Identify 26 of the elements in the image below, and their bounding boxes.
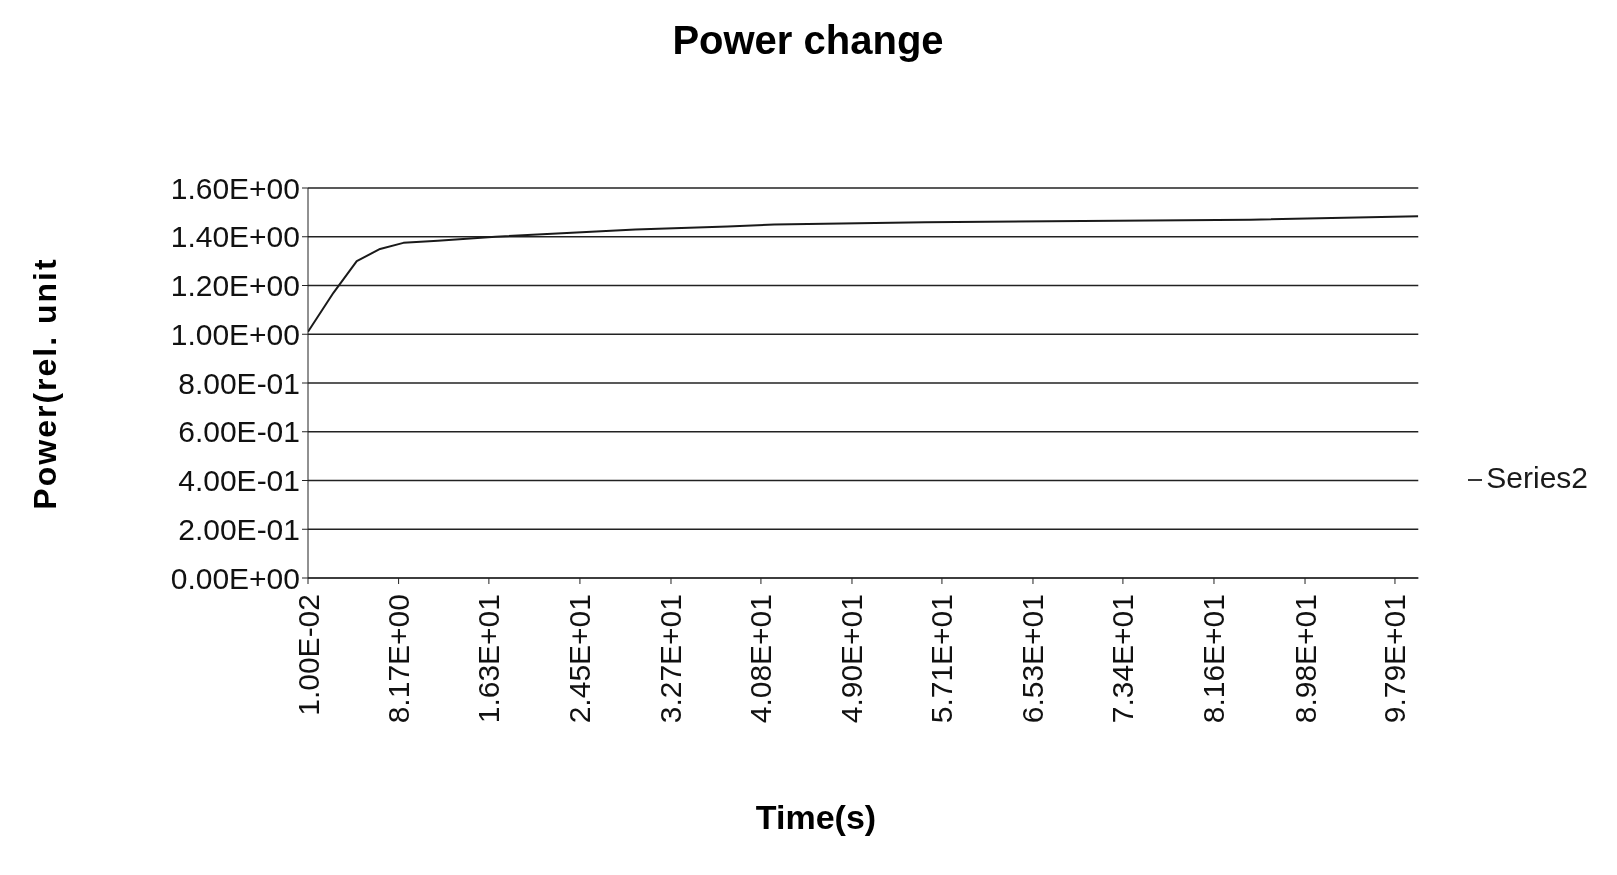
x-tick-label: 8.17E+00 xyxy=(382,594,416,724)
y-tick-label: 0.00E+00 xyxy=(170,561,300,595)
x-tick-label: 7.34E+01 xyxy=(1106,594,1140,724)
x-tick-label: 6.53E+01 xyxy=(1016,594,1050,724)
legend-label: Series2 xyxy=(1486,461,1588,494)
x-tick-label: 1.00E-02 xyxy=(291,594,325,716)
y-tick-label: 2.00E-01 xyxy=(178,512,300,546)
x-tick-label: 4.08E+01 xyxy=(744,594,778,724)
y-tick-label: 8.00E-01 xyxy=(178,366,300,400)
x-tick-label: 3.27E+01 xyxy=(654,594,688,724)
x-tick-label: 9.79E+01 xyxy=(1378,594,1412,724)
y-tick-label: 1.40E+00 xyxy=(170,220,300,254)
y-tick-label: 1.20E+00 xyxy=(170,269,300,303)
y-tick-label: 4.00E-01 xyxy=(178,464,300,498)
x-tick-label: 8.98E+01 xyxy=(1288,594,1322,724)
x-tick-label: 4.90E+01 xyxy=(835,594,869,724)
x-axis-title: Time(s) xyxy=(754,798,878,837)
x-tick-label: 1.63E+01 xyxy=(472,594,506,724)
chart-title: Power change xyxy=(671,18,945,63)
y-tick-label: 6.00E-01 xyxy=(178,415,300,449)
x-tick-label: 5.71E+01 xyxy=(925,594,959,724)
x-tick-label: 2.45E+01 xyxy=(563,594,597,724)
y-tick-label: 1.00E+00 xyxy=(170,317,300,351)
x-tick-label: 8.16E+01 xyxy=(1197,594,1231,724)
y-axis-title: Power(rel. unit xyxy=(26,256,64,510)
y-tick-label: 1.60E+00 xyxy=(170,171,300,205)
